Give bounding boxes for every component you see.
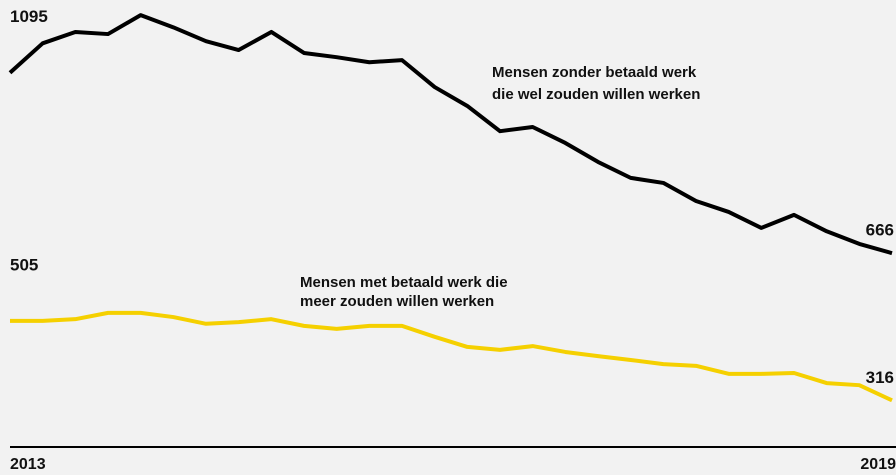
value-label: 1095: [10, 7, 48, 26]
value-label: 666: [866, 221, 894, 240]
x-tick-label: 2013: [10, 456, 46, 473]
line-series: [10, 310, 893, 403]
annotation: Mensen zonder betaald werk: [492, 64, 697, 81]
annotation: die wel zouden willen werken: [492, 86, 700, 103]
value-label: 505: [10, 255, 38, 274]
line-series: [8, 13, 893, 256]
annotation: Mensen met betaald werk die: [300, 274, 508, 291]
value-label: 316: [866, 368, 894, 387]
x-tick-label: 2019: [860, 456, 896, 473]
annotation: meer zouden willen werken: [300, 293, 494, 310]
